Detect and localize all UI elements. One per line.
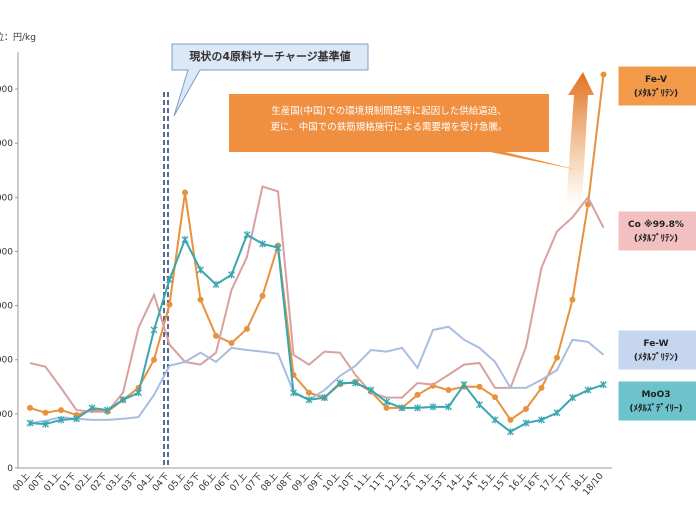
point-marker <box>57 416 65 424</box>
legend-name: MoO3 <box>641 390 670 400</box>
note-box <box>229 94 578 170</box>
point-marker <box>383 404 390 411</box>
point-marker <box>445 403 452 411</box>
point-marker <box>228 271 235 279</box>
point-marker <box>584 386 592 394</box>
series-line <box>29 325 605 425</box>
point-marker <box>197 296 204 303</box>
y-tick-label: 7000 <box>0 85 13 95</box>
legend-box <box>617 210 696 252</box>
y-tick-label: 1000 <box>0 410 13 420</box>
y-tick-label: 4000 <box>0 247 13 257</box>
point-marker <box>553 409 561 417</box>
point-marker <box>507 416 514 423</box>
point-marker <box>491 416 499 424</box>
legend-box <box>617 329 696 371</box>
point-marker <box>414 391 421 398</box>
point-marker <box>243 231 251 239</box>
point-marker <box>367 386 375 394</box>
legend-name: Fe-V <box>645 75 667 85</box>
point-marker <box>228 339 235 346</box>
point-marker <box>197 266 204 274</box>
note-text: 更に、中国での鉄筋規格施行による需要増を受け急騰。 <box>271 121 508 133</box>
point-marker <box>259 240 266 248</box>
y-tick-label: 3000 <box>0 302 13 312</box>
point-marker <box>88 404 96 412</box>
point-marker <box>460 381 468 389</box>
point-marker <box>600 71 607 78</box>
point-marker <box>523 405 529 412</box>
point-marker <box>166 301 173 308</box>
point-marker <box>476 401 483 409</box>
point-marker <box>306 389 312 396</box>
series-line <box>29 185 605 413</box>
y-tick-label: 5000 <box>0 193 13 203</box>
point-marker <box>476 383 483 390</box>
point-marker <box>398 404 406 412</box>
point-marker <box>104 406 111 414</box>
point-marker <box>151 356 157 363</box>
point-marker <box>321 394 328 402</box>
point-marker <box>166 276 173 284</box>
point-marker <box>445 387 452 394</box>
point-marker <box>274 244 282 252</box>
point-marker <box>58 407 64 414</box>
point-marker <box>336 379 344 387</box>
point-marker <box>492 394 498 401</box>
point-marker <box>42 420 49 428</box>
legend-name: Co ※99.8% <box>628 219 684 230</box>
point-marker <box>244 325 250 332</box>
point-marker <box>290 389 297 397</box>
point-marker <box>42 409 49 416</box>
point-marker <box>538 416 545 424</box>
point-marker <box>554 354 560 361</box>
point-marker <box>569 296 576 303</box>
callout-box <box>171 43 369 117</box>
legend-note: (ﾒﾀﾙﾌﾞﾘﾃﾝ) <box>634 87 678 99</box>
point-marker <box>119 396 127 404</box>
y-tick-label: 6000 <box>0 139 13 149</box>
point-marker <box>352 379 359 387</box>
point-marker <box>26 419 34 427</box>
point-marker <box>181 236 189 244</box>
point-marker <box>414 404 421 412</box>
point-marker <box>212 280 220 288</box>
point-marker <box>585 201 591 208</box>
point-marker <box>182 189 188 196</box>
legend-note: (ﾒﾀﾙﾌﾞﾘﾃﾝ) <box>634 232 678 244</box>
legend-name: Fe-W <box>643 339 668 349</box>
point-marker <box>150 326 158 334</box>
point-marker <box>259 292 266 299</box>
point-marker <box>213 332 219 339</box>
point-marker <box>538 384 545 391</box>
point-marker <box>73 415 80 423</box>
y-tick-label: 2000 <box>0 356 13 366</box>
point-marker <box>600 381 607 389</box>
point-marker <box>429 403 437 411</box>
point-marker <box>383 398 390 406</box>
y-tick-label: 0 <box>7 464 13 474</box>
point-marker <box>522 419 530 427</box>
callout-text: 現状の4原料サーチャージ基準値 <box>189 49 350 63</box>
point-marker <box>305 396 313 404</box>
point-marker <box>135 389 142 397</box>
legend-box <box>617 65 696 107</box>
legend-box <box>617 380 696 422</box>
legend-note: (ﾒﾀﾙﾌﾞﾘﾃﾝ) <box>634 351 678 363</box>
point-marker <box>27 404 33 411</box>
rise-arrow <box>566 72 594 205</box>
legend-note: (ﾒﾀﾙｽﾞﾃﾞｲﾘｰ) <box>629 402 682 414</box>
point-marker <box>507 428 514 436</box>
unit-label: 単位：円/kg <box>0 31 36 43</box>
point-marker <box>569 394 576 402</box>
note-text: 生産国(中国)での環境規制問題等に起因した供給逼迫、 <box>271 105 506 117</box>
